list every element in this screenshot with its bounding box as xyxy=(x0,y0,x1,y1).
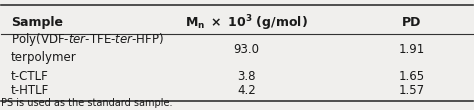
Text: 93.0: 93.0 xyxy=(233,43,259,56)
Text: $\mathbf{M_n}$$\mathbf{\ \times\ 10^3}$ $\mathbf{(g/mol)}$: $\mathbf{M_n}$$\mathbf{\ \times\ 10^3}$ … xyxy=(185,13,308,33)
Text: PD: PD xyxy=(401,16,421,29)
Text: terpolymer: terpolymer xyxy=(11,51,77,64)
Text: Poly(VDF-$\it{ter}$-TFE-$\it{ter}$-HFP): Poly(VDF-$\it{ter}$-TFE-$\it{ter}$-HFP) xyxy=(11,31,164,49)
Text: PS is used as the standard sample.: PS is used as the standard sample. xyxy=(1,98,173,108)
Text: t-HTLF: t-HTLF xyxy=(11,84,49,97)
Text: 4.2: 4.2 xyxy=(237,84,256,97)
Text: 3.8: 3.8 xyxy=(237,70,255,83)
Text: 1.91: 1.91 xyxy=(398,43,425,56)
Text: 1.57: 1.57 xyxy=(398,84,424,97)
Text: 1.65: 1.65 xyxy=(398,70,424,83)
Text: Sample: Sample xyxy=(11,16,63,29)
Text: t-CTLF: t-CTLF xyxy=(11,70,48,83)
